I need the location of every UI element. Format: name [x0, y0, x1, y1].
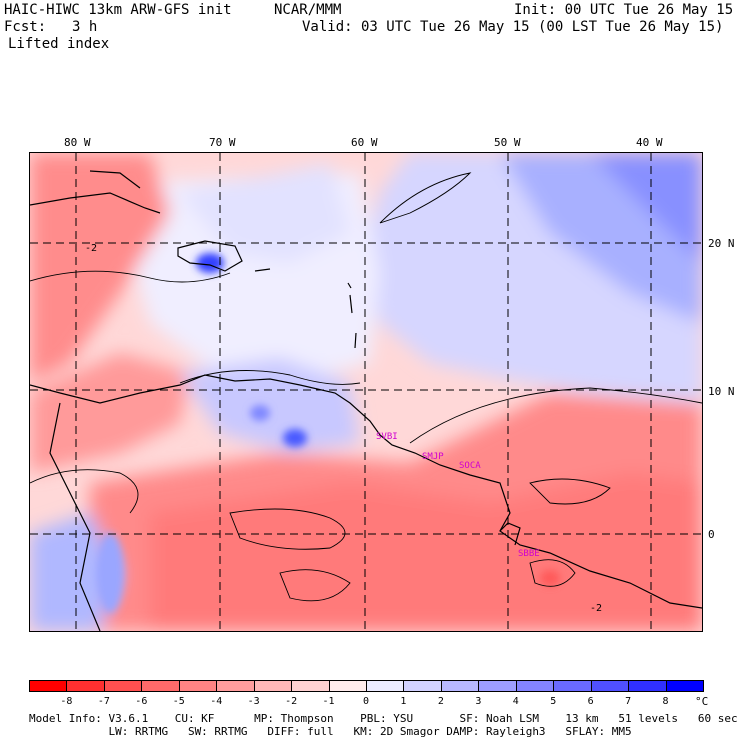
- colorbar-swatch: [478, 680, 517, 692]
- colorbar-swatch: [291, 680, 330, 692]
- colorbar-tick: 8: [662, 696, 669, 707]
- colorbar-swatch: [628, 680, 667, 692]
- lifted-index-field: -2 -2: [29, 153, 703, 632]
- colorbar-swatch: [515, 680, 555, 692]
- station-soca: SOCA: [459, 461, 481, 471]
- colorbar-swatch: [178, 680, 218, 692]
- colorbar-tick: 4: [512, 696, 519, 707]
- org-label: NCAR/MMM: [274, 2, 342, 18]
- station-svbi: SVBI: [376, 432, 398, 442]
- valid-time: Valid: 03 UTC Tue 26 May 15 (00 LST Tue …: [302, 19, 724, 35]
- colorbar-swatch: [590, 680, 630, 692]
- fcst-value: 3 h: [72, 19, 98, 35]
- colorbar-tick: -2: [285, 696, 298, 707]
- contour-label: -2: [590, 603, 602, 614]
- model-title: HAIC-HIWC 13km ARW-GFS init: [4, 2, 232, 18]
- colorbar-swatch: [141, 680, 180, 692]
- map-panel: -2 -2 SVBI SMJP SOCA SBBE: [29, 152, 703, 632]
- colorbar-tick: -5: [172, 696, 185, 707]
- lat-label-10n: 10 N: [708, 385, 735, 398]
- colorbar-unit: °C: [695, 695, 709, 708]
- colorbar-swatch: [440, 680, 480, 692]
- colorbar-swatch: [103, 680, 143, 692]
- colorbar-swatch: [216, 680, 255, 692]
- station-sbbe: SBBE: [518, 549, 540, 559]
- contour-label: -2: [85, 243, 97, 254]
- colorbar-tick: -1: [322, 696, 335, 707]
- model-info-line1: Model Info: V3.6.1 CU: KF MP: Thompson P…: [29, 712, 738, 725]
- colorbar-swatch: [29, 680, 68, 692]
- colorbar-tick: 3: [475, 696, 482, 707]
- lat-label-20n: 20 N: [708, 237, 735, 250]
- colorbar-tick: 6: [587, 696, 594, 707]
- lon-label-80w: 80 W: [64, 136, 91, 149]
- colorbar-swatch: [665, 680, 704, 692]
- lat-label-0: 0: [708, 528, 715, 541]
- lon-label-40w: 40 W: [636, 136, 663, 149]
- colorbar-tick: 0: [362, 696, 370, 707]
- fcst-label: Fcst:: [4, 19, 47, 35]
- station-smjp: SMJP: [422, 452, 444, 462]
- colorbar-tick: -7: [97, 696, 110, 707]
- colorbar-tick: -4: [210, 696, 223, 707]
- colorbar-swatch: [328, 680, 367, 692]
- colorbar-tick: 7: [625, 696, 632, 707]
- lon-label-60w: 60 W: [351, 136, 378, 149]
- colorbar-swatch: [403, 680, 442, 692]
- colorbar-swatch: [253, 680, 293, 692]
- lon-label-50w: 50 W: [494, 136, 521, 149]
- colorbar-tick: 5: [550, 696, 557, 707]
- colorbar-tick: 1: [400, 696, 407, 707]
- colorbar-swatch: [366, 680, 405, 692]
- colorbar-swatch: [553, 680, 592, 692]
- model-info-line2: LW: RRTMG SW: RRTMG DIFF: full KM: 2D Sm…: [29, 725, 632, 738]
- field-name: Lifted index: [8, 36, 110, 52]
- colorbar-swatch: [66, 680, 105, 692]
- colorbar-tick: -3: [247, 696, 260, 707]
- init-time: Init: 00 UTC Tue 26 May 15: [514, 2, 734, 18]
- colorbar-tick: 2: [437, 696, 444, 707]
- colorbar-tick: -8: [60, 696, 73, 707]
- colorbar-tick: -6: [135, 696, 148, 707]
- lon-label-70w: 70 W: [209, 136, 236, 149]
